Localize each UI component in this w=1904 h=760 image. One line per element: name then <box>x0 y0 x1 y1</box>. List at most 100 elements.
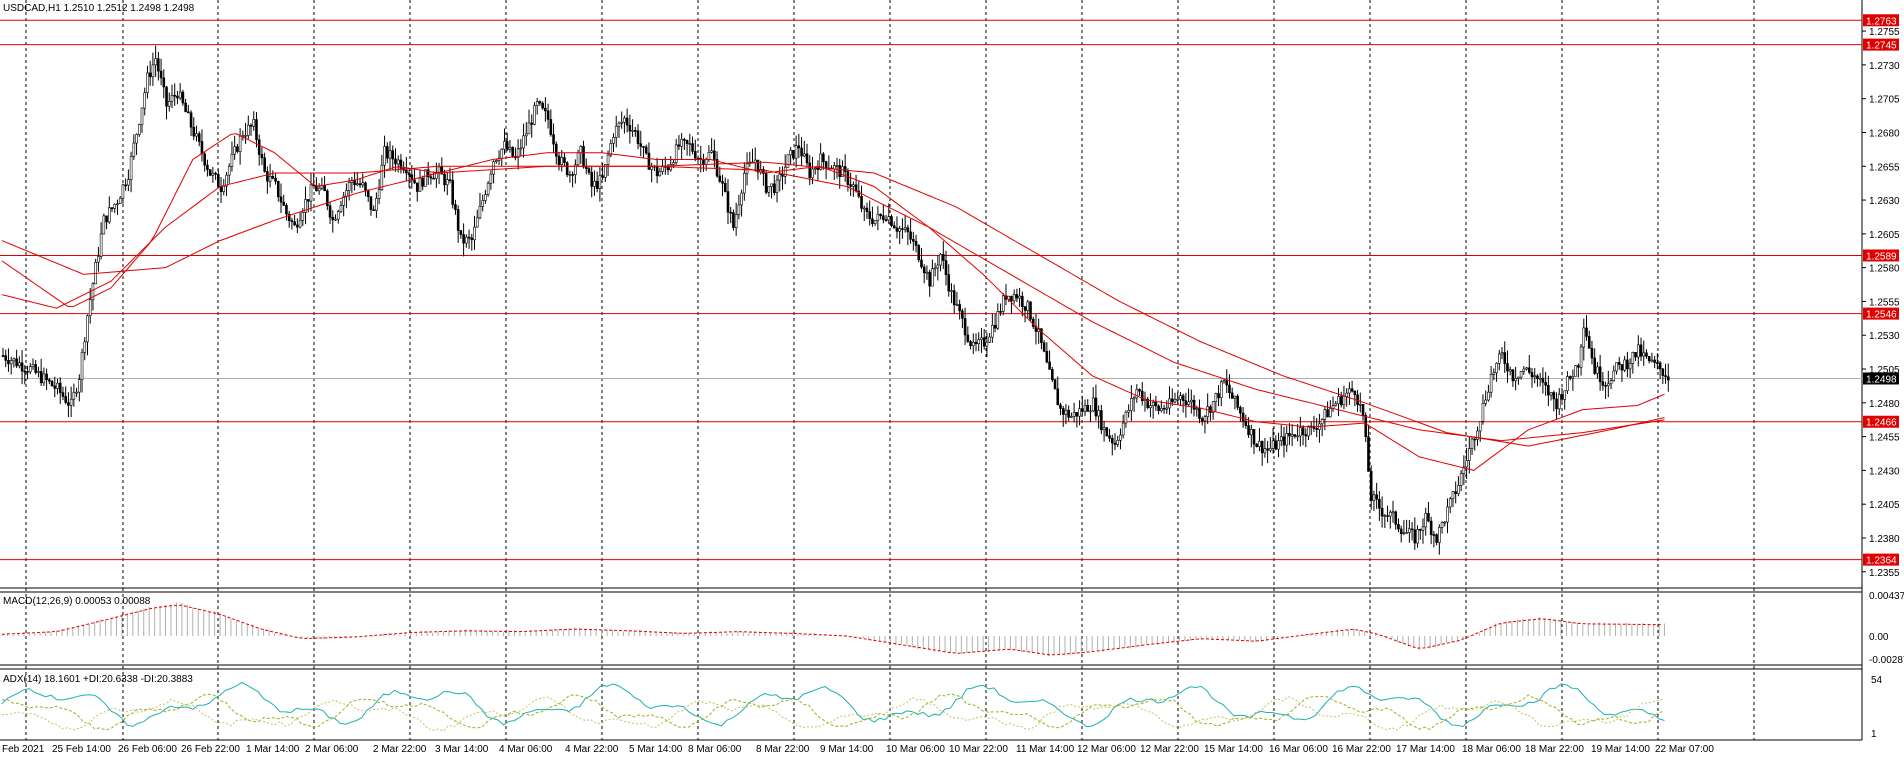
candle-body <box>1334 403 1338 406</box>
candle-body <box>912 239 915 242</box>
candle-body <box>1574 365 1577 377</box>
candle-body <box>495 160 498 162</box>
candle-body <box>634 130 637 132</box>
candle-body <box>61 392 65 397</box>
candle-body <box>1091 397 1095 412</box>
candle-body <box>72 391 76 400</box>
candle-body <box>432 177 435 180</box>
candle-body <box>734 214 738 228</box>
candle-body <box>925 271 929 274</box>
candle-body <box>83 341 87 353</box>
candle-body <box>1021 295 1024 307</box>
candle-body <box>966 334 970 342</box>
candle-body <box>1228 384 1231 394</box>
candle-body <box>590 172 594 187</box>
candle-body <box>64 396 67 403</box>
candle-body <box>206 164 209 170</box>
candle-body <box>1661 368 1665 376</box>
candle-body <box>1337 396 1340 405</box>
candle-body <box>620 121 623 124</box>
price-tick-label: 1.2605 <box>1869 230 1900 241</box>
candle-body <box>339 204 343 212</box>
candle-body <box>901 228 904 230</box>
minus-di-line <box>1 696 1665 732</box>
candle-body <box>1100 410 1103 431</box>
candle-body <box>576 152 580 166</box>
time-axis-label: 25 Feb 14:00 <box>52 744 111 755</box>
candle-body <box>1345 392 1348 397</box>
candle-body <box>658 171 662 177</box>
candle-body <box>631 130 634 132</box>
time-axis-label: 4 Mar 22:00 <box>565 744 619 755</box>
candle-body <box>1266 448 1269 451</box>
candle-body <box>1598 366 1602 383</box>
candle-body <box>1388 511 1392 517</box>
candle-body <box>7 360 10 365</box>
candle-body <box>549 119 553 135</box>
candle-body <box>1380 507 1384 517</box>
candle-body <box>1192 399 1196 410</box>
candle-body <box>135 134 138 144</box>
candle-body <box>282 201 286 206</box>
candle-body <box>1353 390 1357 396</box>
candle-body <box>1596 366 1599 374</box>
candle-body <box>1157 405 1160 411</box>
candle-body <box>541 102 544 109</box>
candle-body <box>53 385 57 389</box>
candle-body <box>1497 353 1501 364</box>
candle-body <box>1258 441 1261 447</box>
candle-body <box>947 274 951 292</box>
candle-body <box>301 212 305 221</box>
candle-body <box>1577 365 1580 368</box>
candle-body <box>1533 375 1537 378</box>
candle-body <box>1195 407 1199 410</box>
candle-body <box>1552 392 1556 400</box>
candle-body <box>770 183 773 187</box>
candle-body <box>933 267 937 270</box>
candle-body <box>876 213 880 221</box>
candle-body <box>151 64 155 78</box>
candles <box>1 45 1670 555</box>
candle-body <box>740 192 743 206</box>
candle-body <box>906 227 910 233</box>
macd-histogram <box>1 602 1666 657</box>
candle-body <box>28 366 32 373</box>
candle-body <box>1427 512 1430 522</box>
candle-body <box>944 260 948 275</box>
candle-body <box>816 167 820 170</box>
price-tick-label: 1.2655 <box>1869 162 1900 173</box>
candle-body <box>617 122 621 127</box>
candle-body <box>86 315 89 343</box>
price-tick-label: 1.2730 <box>1869 61 1900 72</box>
candle-body <box>982 337 986 347</box>
candle-body <box>794 145 798 159</box>
level-price-tag <box>1863 307 1899 320</box>
candle-body <box>985 341 989 347</box>
candle-body <box>961 310 964 319</box>
candle-body <box>1364 415 1368 437</box>
candle-body <box>538 101 542 104</box>
candle-body <box>1563 390 1567 400</box>
price-tick-label: 1.2480 <box>1869 399 1900 410</box>
candle-body <box>445 179 449 186</box>
time-axis-label: 8 Mar 22:00 <box>756 744 810 755</box>
candle-body <box>1304 434 1308 437</box>
candle-body <box>519 147 523 150</box>
candle-body <box>484 194 487 201</box>
candle-body <box>1568 376 1572 379</box>
candle-body <box>328 205 332 218</box>
candle-body <box>1110 438 1114 444</box>
candle-body <box>129 155 133 180</box>
candle-body <box>1642 352 1646 357</box>
candle-body <box>50 380 54 387</box>
candle-body <box>1080 408 1084 412</box>
candle-body <box>835 165 839 167</box>
candle-body <box>372 209 375 212</box>
candle-body <box>1601 381 1605 386</box>
candle-body <box>688 143 692 145</box>
candle-body <box>729 211 733 214</box>
candle-body <box>1181 395 1185 401</box>
candle-body <box>1064 409 1068 415</box>
candle-body <box>1639 344 1643 357</box>
